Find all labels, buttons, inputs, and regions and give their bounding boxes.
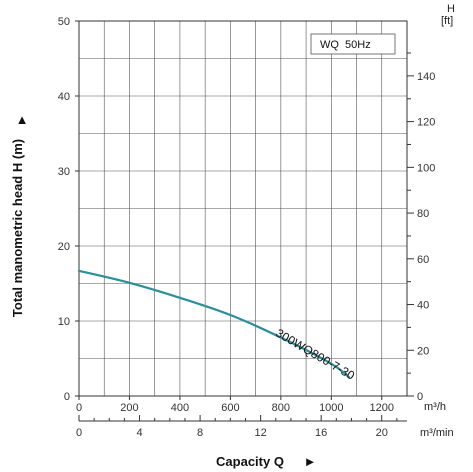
- left-tick-label: 0: [64, 391, 70, 403]
- left-tick-label: 30: [58, 166, 70, 178]
- left-tick-label: 50: [58, 16, 70, 28]
- x-axis-ticks: 0 200 400 600 800 1000 1200: [76, 396, 394, 414]
- right-axis-unit: [ft]: [441, 15, 453, 27]
- left-axis-ticks: 0 10 20 30 40 50: [58, 16, 79, 403]
- x2-tick-label: 16: [315, 427, 327, 439]
- right-tick-label: 80: [417, 208, 429, 220]
- right-tick-label: 60: [417, 254, 429, 266]
- x-tick-label: 800: [272, 402, 290, 414]
- left-tick-label: 20: [58, 241, 70, 253]
- x2-tick-label: 8: [197, 427, 203, 439]
- right-tick-label: 140: [417, 71, 435, 83]
- right-tick-label: 100: [417, 162, 435, 174]
- left-tick-label: 10: [58, 316, 70, 328]
- series-curve: [77, 269, 351, 379]
- right-axis-symbol: H: [447, 3, 455, 15]
- right-axis-ticks: 0 20 40 60 80 100 120 140: [407, 52, 435, 403]
- x-axis-unit: m³/h: [424, 401, 446, 413]
- x-axis-arrow: ►: [304, 454, 317, 469]
- right-tick-label: 0: [417, 391, 423, 403]
- x-tick-label: 200: [120, 402, 138, 414]
- x-tick-label: 400: [171, 402, 189, 414]
- y-axis-arrow: ▲: [16, 112, 29, 127]
- x2-axis-ticks: 0 4 8 12 16 20: [76, 415, 398, 439]
- x2-tick-label: 4: [136, 427, 142, 439]
- y-axis-title: Total manometric head H (m): [10, 139, 25, 317]
- legend-text: WQ 50Hz: [320, 39, 371, 51]
- x2-tick-label: 12: [255, 427, 267, 439]
- x-tick-label: 1000: [319, 402, 343, 414]
- x-tick-label: 1200: [370, 402, 394, 414]
- left-tick-label: 40: [58, 91, 70, 103]
- x2-tick-label: 0: [76, 427, 82, 439]
- right-tick-label: 20: [417, 345, 429, 357]
- legend-box: [310, 33, 396, 55]
- x2-tick-label: 20: [376, 427, 388, 439]
- x2-axis-unit: m³/min: [420, 427, 454, 439]
- x-tick-label: 600: [221, 402, 239, 414]
- x-axis-title: Capacity Q: [216, 454, 284, 469]
- right-tick-label: 120: [417, 117, 435, 129]
- right-tick-label: 40: [417, 300, 429, 312]
- x-tick-label: 0: [76, 402, 82, 414]
